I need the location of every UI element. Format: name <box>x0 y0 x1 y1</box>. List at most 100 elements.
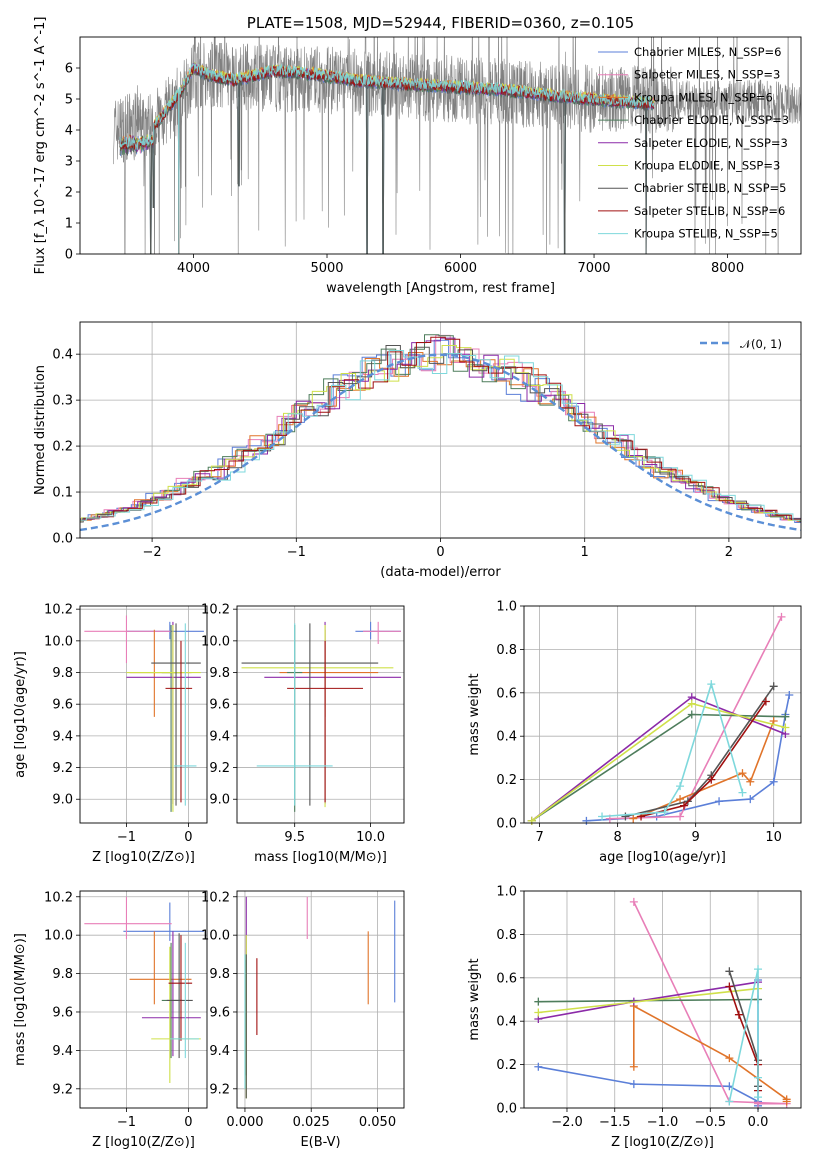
weight-marker <box>621 812 630 821</box>
weight-marker <box>687 699 696 708</box>
legend-label: Kroupa STELIB, N_SSP=5 <box>634 227 778 241</box>
weight-marker <box>746 777 755 786</box>
weight-marker <box>527 816 536 825</box>
x-tick-label: −1 <box>287 545 306 560</box>
weight-marker <box>707 775 716 784</box>
weight-marker <box>679 801 688 810</box>
x-tick-label: 9 <box>692 830 700 845</box>
weight-marker <box>781 712 790 721</box>
legend-label: Chabrier STELIB, N_SSP=5 <box>634 181 786 195</box>
y-tick-label: 0.4 <box>496 730 517 745</box>
x-tick-label: 0.000 <box>226 1115 263 1130</box>
y-tick-label: 9.8 <box>209 666 230 681</box>
data-layer <box>80 37 801 1110</box>
y-tick-label: 9.2 <box>209 1082 230 1097</box>
y-tick-label: 0.4 <box>496 1015 517 1030</box>
legend-label: Chabrier ELODIE, N_SSP=3 <box>634 113 789 127</box>
weight-marker <box>761 697 770 706</box>
weight-marker <box>715 797 724 806</box>
axes-frame <box>236 890 405 1109</box>
x-tick-label: 4000 <box>177 261 210 276</box>
y-tick-label: 10.0 <box>201 929 230 944</box>
legend-label: Kroupa MILES, N_SSP=6 <box>634 90 773 104</box>
legend-label: Salpeter STELIB, N_SSP=6 <box>634 204 785 218</box>
residual-histogram-6 <box>80 345 801 523</box>
x-tick-label: 8 <box>613 830 621 845</box>
x-axis-label: Z [log10(Z/Z⊙)] <box>92 850 195 865</box>
weight-marker <box>769 777 778 786</box>
y-tick-label: 9.2 <box>209 761 230 776</box>
weight-series-8 <box>728 968 759 1102</box>
y-tick-label: 1.0 <box>496 885 517 900</box>
x-tick-label: −1.5 <box>599 1115 631 1130</box>
x-tick-label: 0.0 <box>748 1115 769 1130</box>
weight-marker <box>738 769 747 778</box>
weight-marker <box>707 680 716 689</box>
histograms <box>80 334 801 532</box>
weight-marker <box>738 788 747 797</box>
x-axis-label: Z [log10(Z/Z⊙)] <box>92 1135 195 1150</box>
weight-marker <box>660 808 669 817</box>
x-tick-label: 10 <box>765 830 782 845</box>
residual-histogram-7 <box>80 336 801 521</box>
y-axis-label: Normed distribution <box>33 365 48 495</box>
x-tick-label: 0 <box>184 830 192 845</box>
y-tick-label: 0.2 <box>496 1058 517 1073</box>
y-tick-label: 5 <box>65 93 73 108</box>
y-tick-label: 9.2 <box>52 1082 73 1097</box>
y-tick-label: 9.4 <box>52 729 73 744</box>
y-tick-label: 0.2 <box>496 773 517 788</box>
weight-series-5 <box>538 987 759 1014</box>
weight-marker <box>676 782 685 791</box>
weight-marker <box>534 997 543 1006</box>
x-tick-label: 2 <box>725 545 733 560</box>
weight-marker <box>769 682 778 691</box>
y-tick-label: 0.0 <box>496 1102 517 1117</box>
legend-label: Salpeter MILES, N_SSP=3 <box>634 68 780 82</box>
x-tick-label: 9.5 <box>284 830 305 845</box>
chart-title: PLATE=1508, MJD=52944, FIBERID=0360, z=0… <box>247 14 634 32</box>
weight-marker <box>676 795 685 804</box>
axes-frame <box>523 605 802 824</box>
y-tick-label: 2 <box>65 186 73 201</box>
frame-layer <box>76 36 802 1112</box>
weight-series-5 <box>531 702 786 822</box>
residual-histogram-8 <box>80 350 801 521</box>
y-tick-label: 9.8 <box>52 967 73 982</box>
y-tick-label: 9.0 <box>52 793 73 808</box>
y-tick-label: 9.6 <box>209 1005 230 1020</box>
y-axis-label: age [log10(age/yr)] <box>13 651 28 778</box>
x-tick-label: 7 <box>535 830 543 845</box>
x-axis-label: wavelength [Angstrom, rest frame] <box>326 281 555 296</box>
x-tick-label: −2 <box>143 545 162 560</box>
weight-series-3 <box>531 713 786 822</box>
weight-marker <box>687 710 696 719</box>
x-axis-label: mass [log10(M/M⊙)] <box>254 850 387 865</box>
axes-frame <box>79 321 802 539</box>
spectrum-lines <box>113 37 801 254</box>
x-tick-label: −1 <box>117 1115 136 1130</box>
y-axis-label: mass [log10(M/M⊙)] <box>13 933 28 1066</box>
legend-label: Chabrier MILES, N_SSP=6 <box>634 45 781 59</box>
y-tick-label: 0.8 <box>496 928 517 943</box>
y-tick-label: 9.8 <box>209 967 230 982</box>
residual-histogram-2 <box>80 352 801 523</box>
y-tick-label: 10.0 <box>44 634 73 649</box>
x-axis-label: E(B-V) <box>300 1135 340 1150</box>
y-tick-label: 9.6 <box>209 698 230 713</box>
y-tick-label: 9.4 <box>209 729 230 744</box>
y-tick-label: 0.8 <box>496 643 517 658</box>
x-tick-label: 0 <box>436 545 444 560</box>
weight-marker <box>754 1073 763 1082</box>
x-tick-label: −2.0 <box>551 1115 583 1130</box>
weight-marker <box>725 1097 734 1106</box>
x-tick-label: 0 <box>184 1115 192 1130</box>
axes-frame <box>79 605 208 824</box>
x-axis-label: (data-model)/error <box>380 565 501 580</box>
axes-frame <box>523 890 802 1109</box>
y-tick-label: 10.0 <box>44 929 73 944</box>
x-tick-label: 0.050 <box>359 1115 396 1130</box>
weight-marker <box>725 1054 734 1063</box>
